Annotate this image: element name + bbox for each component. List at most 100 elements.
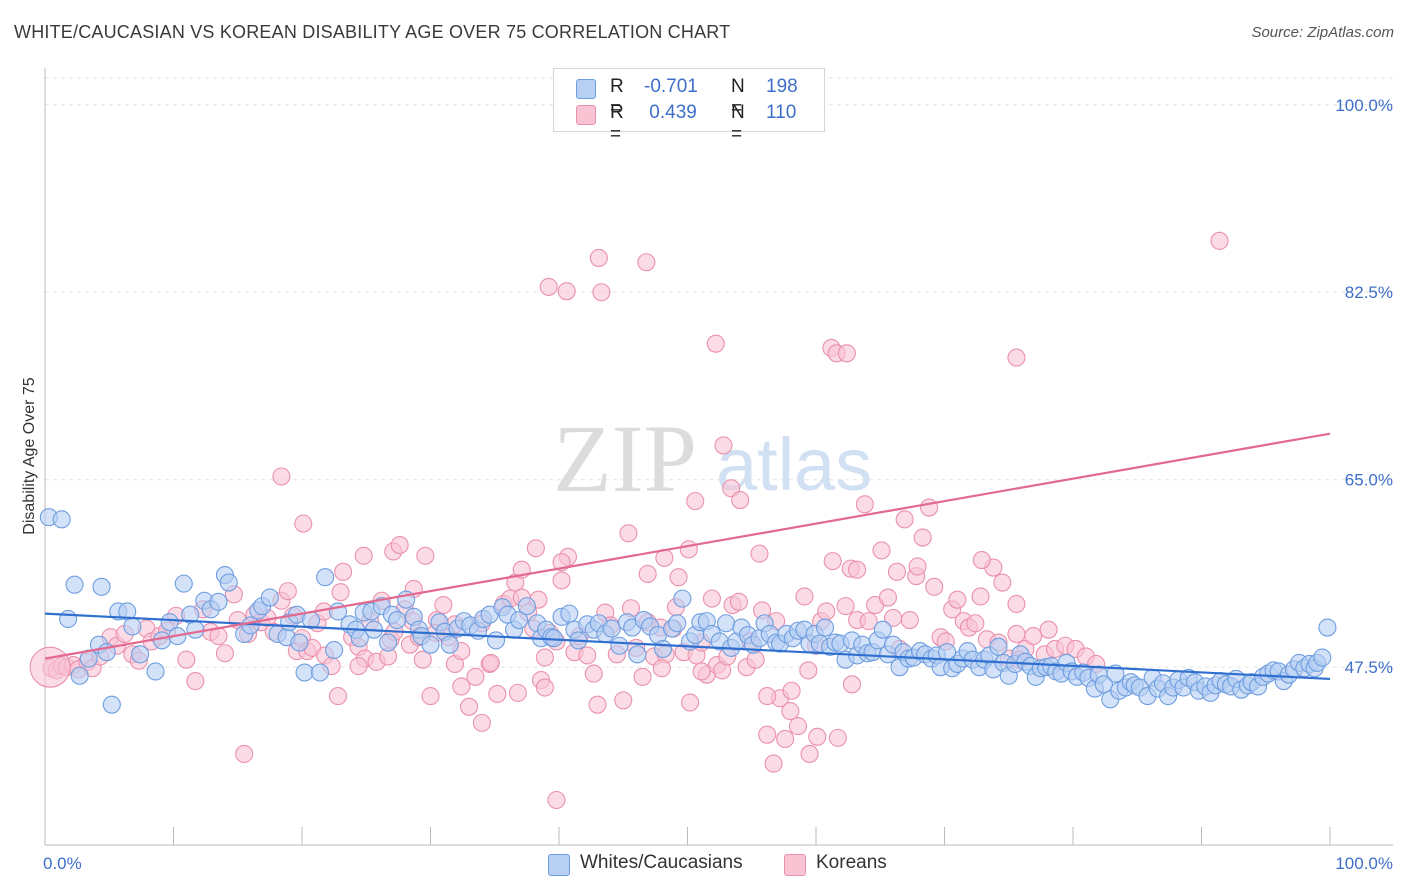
korean-point — [908, 557, 927, 576]
korean-point — [966, 614, 985, 633]
white-point — [290, 633, 309, 652]
white-point — [174, 574, 193, 593]
x-tick-label: 100.0% — [1335, 854, 1393, 873]
korean-point — [836, 597, 855, 616]
korean-trend-line — [44, 432, 1331, 660]
korean-point — [731, 491, 750, 510]
korean-point — [614, 691, 633, 710]
korean-point — [578, 646, 597, 665]
white-point — [123, 617, 142, 636]
korean-point — [925, 577, 944, 596]
korean-point — [557, 282, 576, 301]
korean-point — [750, 544, 769, 563]
bottom-swatch-pink — [784, 854, 806, 876]
korean-point — [948, 590, 967, 609]
chart-title: WHITE/CAUCASIAN VS KOREAN DISABILITY AGE… — [14, 22, 731, 42]
korean-point — [584, 664, 603, 683]
korean-point — [746, 650, 765, 669]
white-point — [325, 640, 344, 660]
korean-points — [29, 231, 1229, 810]
white-point — [209, 592, 228, 611]
korean-point — [795, 587, 814, 606]
legend-n-value: 198 — [766, 76, 798, 97]
korean-point — [729, 592, 748, 611]
korean-point — [592, 283, 611, 302]
white-point — [70, 666, 89, 685]
white-point — [602, 619, 621, 638]
korean-point — [535, 648, 554, 667]
y-tick-label: 47.5% — [1345, 658, 1393, 677]
legend-n-value: 110 — [766, 102, 797, 123]
korean-point — [828, 728, 847, 747]
korean-point — [895, 510, 914, 529]
korean-point — [799, 661, 818, 680]
korean-point — [177, 650, 196, 669]
korean-point — [390, 536, 409, 555]
legend-r-label: R = — [610, 102, 624, 145]
korean-point — [993, 573, 1012, 592]
white-point — [989, 637, 1008, 656]
korean-point — [272, 467, 291, 486]
white-point — [260, 588, 279, 607]
white-point — [131, 645, 150, 664]
y-tick-label: 100.0% — [1335, 96, 1393, 115]
korean-point — [837, 344, 856, 363]
korean-point — [638, 564, 657, 584]
korean-point — [466, 667, 485, 686]
white-point — [52, 510, 71, 529]
white-point — [102, 695, 121, 714]
bottom-legend-label: Koreans — [816, 852, 887, 873]
korean-point — [349, 657, 368, 676]
white-trend-line — [44, 612, 1331, 681]
korean-point — [817, 602, 836, 621]
korean-point — [764, 754, 783, 773]
korean-point — [354, 546, 373, 565]
korean-point — [421, 687, 440, 706]
white-point — [316, 568, 335, 587]
korean-point — [1210, 231, 1229, 250]
white-points — [39, 508, 1337, 714]
korean-point — [776, 729, 795, 748]
white-point — [65, 575, 84, 594]
korean-point — [900, 610, 919, 630]
legend-r-label: R = — [610, 76, 624, 119]
korean-point — [619, 524, 638, 543]
white-point — [440, 635, 459, 654]
korean-point — [235, 744, 254, 763]
korean-point — [800, 744, 819, 763]
korean-point — [823, 552, 842, 571]
korean-point — [859, 612, 878, 631]
korean-point — [1007, 594, 1026, 614]
korean-point — [508, 683, 527, 702]
korean-point — [589, 248, 608, 268]
korean-point — [669, 568, 688, 587]
korean-point — [855, 495, 874, 514]
korean-point — [633, 667, 652, 686]
korean-point — [1024, 627, 1043, 646]
korean-point — [972, 551, 991, 570]
korean-point — [842, 675, 862, 694]
white-point — [873, 620, 892, 639]
y-tick-label: 82.5% — [1345, 283, 1393, 302]
axes — [44, 68, 1393, 846]
legend-n-label: N = — [731, 76, 745, 119]
y-axis-label: Disability Age Over 75 — [21, 377, 38, 535]
white-point — [379, 633, 398, 652]
korean-point — [547, 790, 566, 810]
white-point — [560, 604, 579, 623]
korean-point — [535, 678, 554, 697]
korean-point — [472, 713, 491, 732]
korean-point — [788, 717, 808, 736]
white-point — [668, 614, 687, 633]
korean-point — [782, 681, 801, 700]
korean-point — [714, 436, 733, 455]
correlation-legend: R = -0.701 N = 198 R = 0.439 N = 110 — [553, 68, 825, 145]
white-point — [310, 663, 330, 682]
korean-point — [971, 587, 990, 606]
gridlines — [45, 77, 1393, 668]
white-point — [1094, 675, 1113, 694]
legend-r-value: 0.439 — [644, 102, 697, 123]
legend-r-value: -0.701 — [644, 76, 698, 97]
korean-point — [872, 541, 891, 560]
